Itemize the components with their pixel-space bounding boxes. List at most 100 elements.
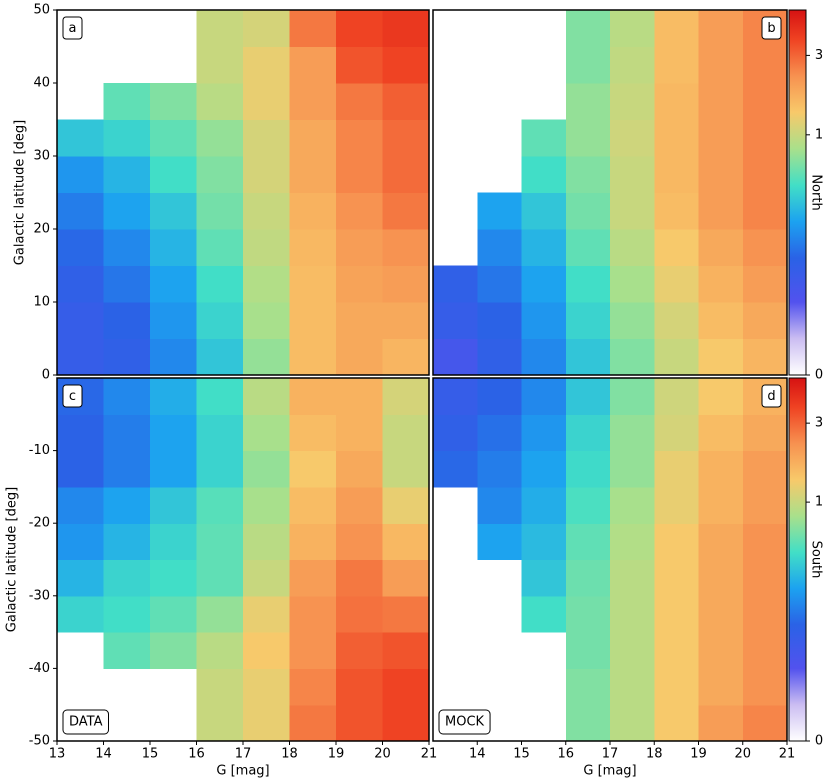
panel-label-box [761, 16, 782, 40]
heatmap-cell [565, 229, 611, 267]
heatmap-cell [654, 156, 700, 194]
heatmap-cell [243, 156, 291, 194]
y-tick-label: 30 [33, 149, 50, 164]
heatmap-cell [103, 83, 151, 121]
heatmap-cell [103, 559, 151, 597]
heatmap-cell [433, 338, 478, 376]
heatmap-cell [196, 229, 244, 267]
x-tick-label: 20 [374, 747, 391, 762]
heatmap-cell [57, 192, 105, 230]
heatmap-cell [103, 119, 151, 157]
heatmap-cell [57, 486, 105, 524]
heatmap-cell [610, 156, 655, 194]
heatmap-cell [150, 378, 198, 415]
colorbar-tick-label: 1 [815, 127, 823, 142]
heatmap-cell [150, 559, 198, 597]
colorbar-label: North [809, 174, 824, 210]
heatmap-cell [382, 632, 430, 669]
heatmap-cell [243, 265, 291, 303]
x-tick-label: 15 [513, 747, 530, 762]
panel-label-box [761, 384, 782, 408]
panel-label: a [69, 21, 77, 36]
heatmap-cell [610, 414, 655, 452]
heatmap-cell [698, 414, 744, 452]
heatmap-cell [698, 229, 744, 267]
heatmap-cell [243, 523, 291, 561]
heatmap-cell [698, 46, 744, 84]
colorbar-tick-label: 0 [815, 368, 823, 383]
colorbar-tick-label: 0 [815, 734, 823, 749]
heatmap-cell [610, 704, 655, 742]
axes-frame [432, 9, 788, 376]
heatmap-cell [243, 338, 291, 376]
heatmap-cell [654, 229, 700, 267]
heatmap-cell [382, 229, 430, 267]
annotation: MOCK [445, 715, 485, 730]
x-tick-label: 18 [281, 747, 298, 762]
heatmap-cell [654, 595, 700, 633]
y-tick-label: 0 [42, 368, 50, 383]
panel-label: d [767, 389, 775, 404]
heatmap-cell [336, 595, 384, 633]
heatmap-cell [150, 523, 198, 561]
heatmap-cell [289, 450, 337, 488]
heatmap-cell [289, 83, 337, 121]
y-tick-label: 20 [33, 222, 50, 237]
heatmap-cell [150, 119, 198, 157]
x-tick-label: 21 [421, 747, 438, 762]
heatmap-cell [150, 595, 198, 633]
heatmap-cell [477, 229, 523, 267]
heatmap-cell [243, 302, 291, 340]
heatmap-cell [433, 414, 478, 452]
heatmap-cell [289, 119, 337, 157]
panel-label: c [69, 389, 76, 404]
heatmap-cell [150, 302, 198, 340]
heatmap-cell [289, 46, 337, 84]
heatmap-cell [243, 668, 291, 706]
heatmap-cell [243, 486, 291, 524]
heatmap-cell [433, 302, 478, 340]
heatmap-cell [742, 595, 788, 633]
heatmap-cell [742, 83, 788, 121]
y-axis-label: Galactic latitude [deg] [5, 487, 20, 632]
heatmap-cell [654, 632, 700, 669]
heatmap-cell [289, 668, 337, 706]
heatmap-cell [289, 229, 337, 267]
x-tick-label: 13 [49, 747, 66, 762]
heatmap-cell [196, 119, 244, 157]
y-tick-label: 50 [33, 3, 50, 18]
x-tick-label: 21 [779, 747, 796, 762]
heatmap-cell [477, 450, 523, 488]
heatmap-cell [654, 265, 700, 303]
annotation-box [62, 709, 109, 735]
heatmap-cell [742, 704, 788, 742]
heatmap-cell [654, 486, 700, 524]
heatmap-cell [565, 192, 611, 230]
heatmap-cell [150, 632, 198, 669]
heatmap-cell [382, 414, 430, 452]
heatmap-cell [336, 302, 384, 340]
heatmap-cell [150, 414, 198, 452]
heatmap-cell [103, 632, 151, 669]
heatmap-cell [477, 378, 523, 415]
heatmap-cell [103, 486, 151, 524]
heatmap-cell [382, 265, 430, 303]
heatmap-cell [610, 302, 655, 340]
axes-frame [56, 9, 430, 376]
heatmap-cell [196, 595, 244, 633]
heatmap-cell [103, 595, 151, 633]
y-tick-label: 40 [33, 76, 50, 91]
heatmap-cell [698, 192, 744, 230]
heatmap-cell [565, 378, 611, 415]
heatmap-cell [289, 486, 337, 524]
heatmap-cell [196, 486, 244, 524]
heatmap-cell [150, 83, 198, 121]
heatmap-cell [565, 83, 611, 121]
heatmap-cell [382, 450, 430, 488]
heatmap-cell [654, 302, 700, 340]
heatmap-cell [336, 486, 384, 524]
heatmap-cell [742, 559, 788, 597]
heatmap-cell [610, 632, 655, 669]
heatmap-cell [565, 119, 611, 157]
